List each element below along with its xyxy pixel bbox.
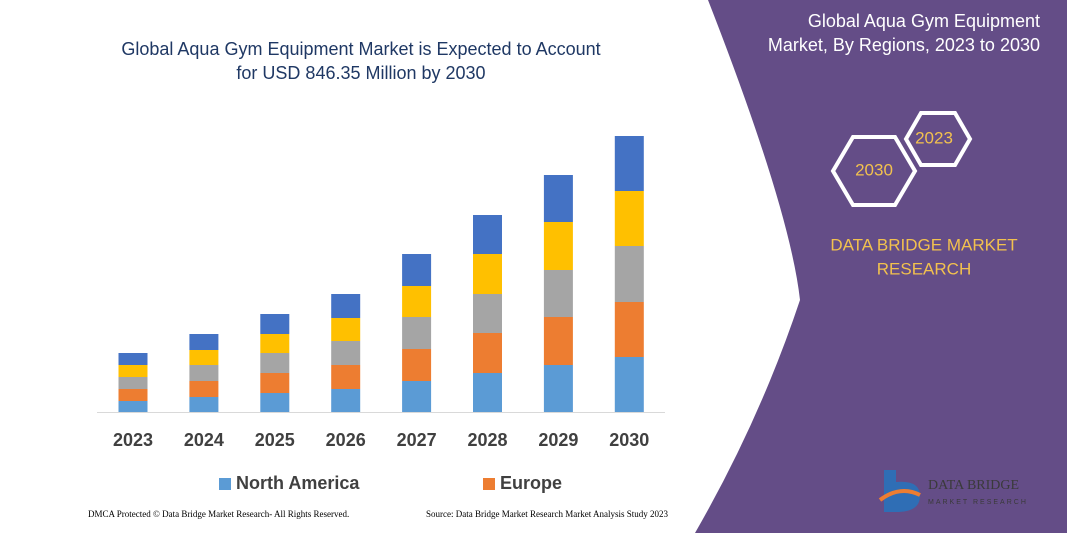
legend-swatch: [483, 478, 495, 490]
bar-segment: [331, 341, 361, 365]
chart-title: for USD 846.35 Million by 2030: [236, 63, 485, 83]
x-tick-label: 2023: [113, 430, 153, 450]
badge: 2030: [855, 160, 893, 179]
hexagon: [830, 135, 918, 207]
bar-segment: [614, 357, 644, 412]
bar-segment: [402, 381, 432, 412]
bar-segment: [118, 377, 148, 389]
bar-segment: [543, 365, 573, 412]
bar-segment: [189, 381, 219, 397]
bar-segment: [543, 222, 573, 270]
bar-segment: [473, 373, 502, 412]
brand: DATA BRIDGE MARKET: [830, 235, 1017, 254]
x-tick-label: 2030: [609, 430, 649, 450]
badge: 2023: [915, 128, 953, 147]
side-panel: [695, 0, 1067, 533]
legend-label: North America: [236, 473, 360, 493]
bar-segment: [189, 334, 219, 350]
bar-segment: [543, 317, 573, 365]
panel-heading: Market, By Regions, 2023 to 2030: [768, 35, 1040, 55]
bar-segment: [260, 334, 290, 353]
x-tick-label: 2024: [184, 430, 224, 450]
bar-segment: [189, 365, 219, 381]
bar-segment: [614, 246, 644, 302]
bar-segment: [402, 349, 432, 381]
bar-segment: [189, 350, 219, 365]
bar-segment: [331, 389, 361, 412]
logo-text: DATA BRIDGE: [928, 478, 1019, 493]
brand: RESEARCH: [877, 259, 971, 278]
x-tick-label: 2027: [397, 430, 437, 450]
bar-segment: [473, 254, 502, 294]
bar-segment: [189, 397, 219, 412]
bar-segment: [118, 353, 148, 365]
bar-segment: [473, 215, 502, 254]
bar-segment: [331, 365, 361, 389]
bar-segment: [118, 365, 148, 377]
bar-segment: [331, 318, 361, 341]
bar-segment: [260, 314, 290, 334]
bar-segment: [614, 191, 644, 246]
bar-segment: [473, 294, 502, 333]
legend-swatch: [219, 478, 231, 490]
bar-segment: [402, 286, 432, 317]
bar-segment: [614, 302, 644, 357]
x-tick-label: 2026: [326, 430, 366, 450]
x-tick-label: 2029: [538, 430, 578, 450]
bar-segment: [543, 270, 573, 317]
hexagon: [903, 111, 973, 167]
logo-swoosh: [878, 489, 921, 502]
bar-segment: [260, 353, 290, 373]
bar-segment: [118, 401, 148, 412]
bar-segment: [260, 393, 290, 412]
bar-segment: [543, 175, 573, 222]
bar-segment: [614, 136, 644, 191]
x-tick-label: 2025: [255, 430, 295, 450]
legend-label: Europe: [500, 473, 562, 493]
footer-right: Source: Data Bridge Market Research Mark…: [426, 509, 668, 519]
bar-segment: [331, 294, 361, 318]
bar-segment: [402, 317, 432, 349]
bar-segment: [118, 389, 148, 401]
bar-segment: [473, 333, 502, 373]
panel-heading: Global Aqua Gym Equipment: [808, 11, 1040, 31]
chart-title: Global Aqua Gym Equipment Market is Expe…: [121, 39, 600, 59]
footer-left: DMCA Protected © Data Bridge Market Rese…: [88, 509, 349, 519]
bar-segment: [260, 373, 290, 393]
logo-subtext: MARKET RESEARCH: [928, 499, 1028, 506]
bar-segment: [402, 254, 432, 286]
x-tick-label: 2028: [467, 430, 507, 450]
